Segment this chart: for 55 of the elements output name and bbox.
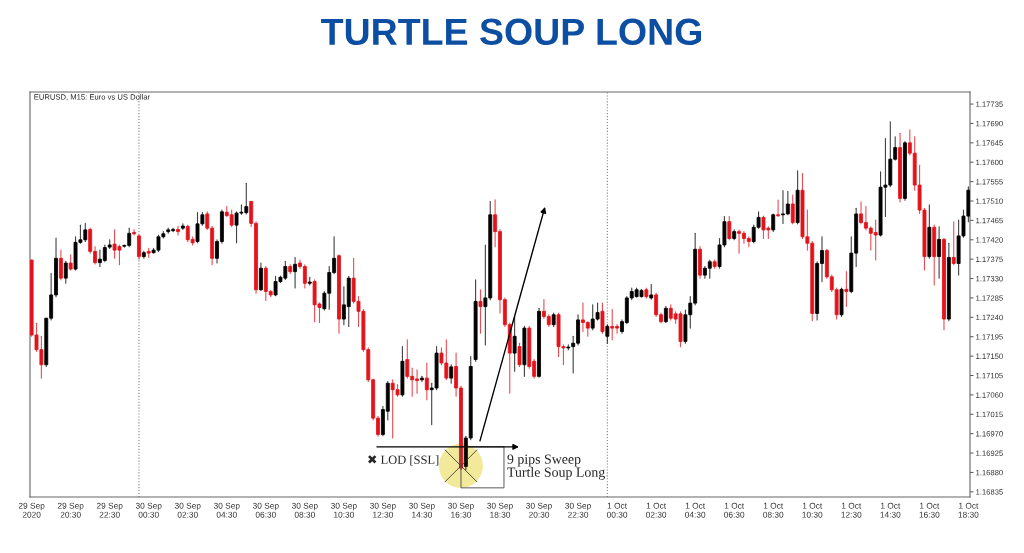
chart-title: TURTLE SOUP LONG	[321, 18, 702, 46]
x-tick-label: 30 Sep 08:30	[291, 502, 318, 518]
candlestick	[405, 339, 410, 379]
x-tick-label: 1 Oct 02:30	[646, 502, 667, 518]
x-tick-label: 30 Sep 04:30	[213, 502, 240, 518]
x-tick-label: 29 Sep 2020	[18, 502, 45, 518]
candlestick	[600, 302, 605, 334]
candlestick	[259, 262, 263, 292]
candlestick	[58, 249, 63, 281]
candlestick	[785, 190, 790, 216]
candlestick	[707, 259, 712, 279]
annotation: ✖ LOD [SSL]	[368, 455, 439, 466]
candlestick	[132, 229, 137, 236]
x-tick-label: 30 Sep 20:30	[526, 502, 552, 518]
candlestick	[176, 225, 180, 236]
candlestick	[302, 264, 307, 289]
candlestick	[605, 324, 610, 344]
x-tick-label: 30 Sep 22:30	[565, 502, 591, 518]
candlestick	[137, 234, 141, 260]
candlestick	[420, 375, 424, 383]
x-tick-label: 1 Oct 06:30	[724, 502, 745, 518]
x-tick-label: 30 Sep 12:30	[370, 502, 396, 518]
candlestick	[937, 226, 942, 279]
x-tick-label: 29 Sep 20:30	[57, 502, 84, 518]
annotation: 9 pips Sweep Turtle Soup Long	[507, 454, 605, 480]
candlestick	[951, 221, 956, 266]
candlestick	[790, 194, 795, 225]
candlestick	[517, 342, 522, 368]
x-tick-label: 30 Sep 06:30	[252, 502, 279, 518]
x-tick-label: 30 Sep 18:30	[487, 502, 513, 518]
x-tick-label: 30 Sep 10:30	[330, 502, 357, 518]
candlestick	[424, 362, 429, 401]
candlestick	[449, 364, 454, 384]
x-tick-label: 1 Oct 10:30	[802, 502, 823, 518]
x-tick-label: 29 Sep 22:30	[96, 502, 123, 518]
x-tick-label: 1 Oct 12:30	[841, 502, 862, 518]
x-tick-label: 1 Oct 04:30	[685, 502, 706, 518]
candlestick	[610, 309, 615, 341]
candlestick	[63, 260, 68, 284]
x-tick-label: 30 Sep 16:30	[448, 502, 474, 518]
candlestick	[478, 289, 483, 334]
candlestick	[873, 219, 878, 261]
x-tick-label: 1 Oct 00:30	[606, 502, 628, 518]
candlestick	[776, 199, 781, 218]
x-tick-label: 30 Sep 02:30	[174, 502, 201, 518]
candlestick	[654, 292, 659, 318]
x-tick-label: 30 Sep 00:30	[135, 502, 162, 518]
candlestick	[293, 256, 298, 289]
x-tick-label: 1 Oct 08:30	[763, 502, 784, 518]
x-tick-label: 30 Sep 14:30	[409, 502, 435, 518]
candlestick	[727, 215, 732, 241]
x-tick-label: 1 Oct 14:30	[880, 502, 901, 518]
x-tick-label: 1 Oct 18:30	[958, 502, 979, 518]
candlestick	[844, 271, 849, 308]
x-tick-label: 1 Oct 16:30	[919, 502, 940, 518]
